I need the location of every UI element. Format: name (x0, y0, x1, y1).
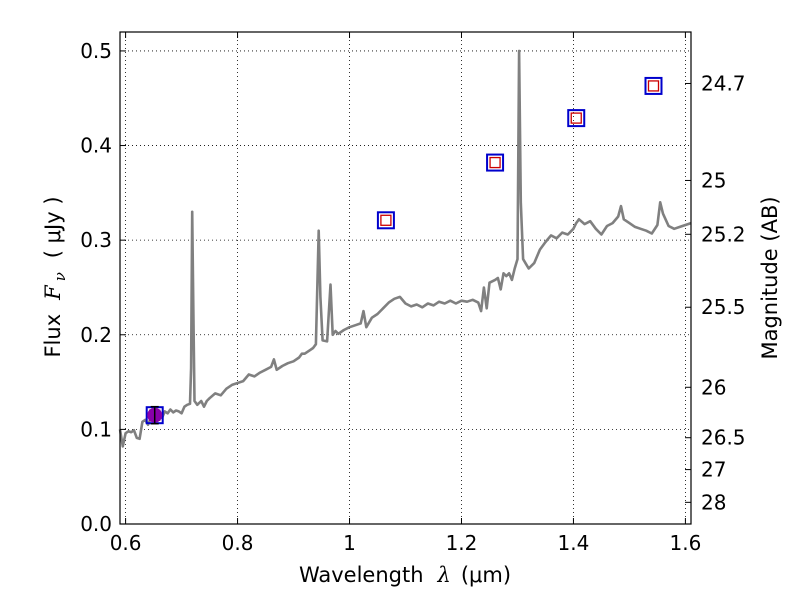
y-tick-label: 0.5 (80, 39, 112, 63)
y-tick-label: 0.0 (80, 512, 112, 536)
x-axis-label-unit: (μm) (461, 563, 511, 587)
y-axis-label-unit: ( μJy ) (41, 196, 65, 258)
x-tick-label: 1 (343, 531, 356, 555)
photometry-square-inner (380, 214, 392, 226)
y2-tick-label: 26 (701, 375, 726, 399)
y-axis-label-text: Flux (41, 314, 65, 358)
y-axis-label-symbol: F (41, 284, 65, 301)
y-tick-label: 0.1 (80, 417, 112, 441)
photometry-square-outer (486, 153, 505, 172)
tick-labels: 0.6 0.8 1 1.2 1.4 1.6 0.0 0.1 0.2 0.3 0.4 0.5 24.7 25… (80, 39, 745, 555)
photometry-square-inner (647, 80, 660, 92)
x-axis-label: Wavelength λ (μm) (299, 563, 511, 587)
series-layer (118, 49, 692, 448)
y-tick-label: 0.2 (80, 323, 112, 347)
x-tick-label: 0.6 (110, 531, 142, 555)
x-tick-label: 1.2 (446, 531, 478, 555)
marker-layer (145, 76, 663, 425)
y2-tick-label: 26.5 (701, 426, 746, 450)
y-axis-label: Flux F ν ( μJy ) (41, 196, 69, 357)
y-axis-label-subscript: ν (51, 272, 69, 281)
x-tick-label: 0.8 (222, 531, 254, 555)
x-tick-label: 1.6 (669, 531, 701, 555)
photometry-square-inner (489, 156, 501, 169)
photometry-square-outer (567, 109, 586, 128)
y-tick-label: 0.3 (80, 228, 112, 252)
photometry-square-outer (376, 211, 395, 230)
x-tick-label: 1.4 (558, 531, 590, 555)
y2-tick-label: 25 (701, 168, 726, 192)
photometry-square-outer (644, 76, 663, 95)
y-tick-label: 0.4 (80, 134, 112, 158)
y2-tick-label: 27 (701, 458, 726, 482)
y2-axis-label: Magnitude (AB) (758, 196, 782, 359)
x-axis-label-text: Wavelength (299, 563, 424, 587)
spectrum-line (118, 49, 692, 448)
plot-frame (119, 31, 692, 525)
y2-tick-label: 24.7 (701, 71, 746, 95)
y2-tick-label: 25.2 (701, 222, 746, 246)
photometry-square-inner (570, 112, 582, 124)
grid-lines (120, 32, 691, 525)
tick-marks (120, 32, 691, 525)
y2-tick-label: 25.5 (701, 295, 746, 319)
y2-tick-label: 28 (701, 490, 726, 514)
x-axis-label-symbol: λ (437, 563, 451, 587)
